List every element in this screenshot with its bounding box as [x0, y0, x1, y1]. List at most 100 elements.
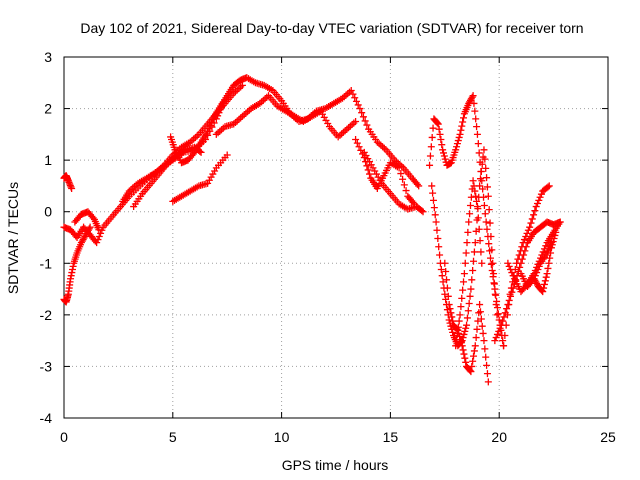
data-points	[60, 74, 564, 386]
data-point-6-122	[351, 94, 359, 102]
data-point-12-3	[430, 204, 438, 212]
data-point-14-29	[477, 248, 485, 256]
y-tick-label-4: 0	[44, 204, 52, 220]
data-point-19-23	[550, 235, 558, 243]
data-point-19-10	[539, 288, 547, 296]
data-point-12-46	[468, 276, 476, 284]
data-point-12-38	[461, 327, 469, 335]
data-point-14-28	[476, 237, 484, 245]
data-point-11-0	[426, 161, 434, 169]
data-point-12-63	[483, 174, 491, 182]
data-point-13-1	[442, 268, 450, 276]
axis-ticks	[63, 56, 609, 419]
data-point-12-54	[475, 193, 483, 201]
data-point-11-51	[470, 99, 478, 107]
data-point-13-37	[473, 325, 481, 333]
data-point-16-21	[527, 219, 535, 227]
data-point-6-19	[189, 150, 197, 158]
data-point-13-32	[469, 357, 477, 365]
data-point-19-11	[540, 284, 548, 292]
data-point-14-18	[467, 193, 475, 201]
x-tick-labels: 0 5 10 15 20 25	[60, 429, 616, 445]
data-point-0-13	[66, 181, 74, 189]
data-point-14-25	[473, 203, 481, 211]
data-point-19-16	[544, 264, 552, 272]
data-point-9-31	[397, 170, 405, 178]
data-point-9-33	[400, 181, 408, 189]
y-tick-label-2: -2	[40, 307, 53, 323]
data-point-11-72	[488, 267, 496, 275]
data-point-16-29	[537, 190, 545, 198]
data-point-12-73	[491, 290, 499, 298]
data-point-11-17	[440, 152, 448, 160]
data-point-8-80	[352, 117, 360, 125]
data-point-14-8	[459, 286, 467, 294]
data-point-14-15	[465, 218, 473, 226]
series-arc-9	[212, 92, 360, 141]
data-point-0-10	[64, 177, 72, 185]
data-point-11-37	[458, 122, 466, 130]
data-point-6-30	[204, 128, 212, 136]
data-point-13-43	[478, 322, 486, 330]
data-point-6-160	[415, 182, 423, 190]
data-point-11-16	[439, 149, 447, 157]
data-point-11-12	[436, 130, 444, 138]
data-point-14-21	[470, 182, 478, 190]
data-point-1-40	[86, 223, 94, 231]
data-point-5-40	[197, 148, 205, 156]
series-arc-4	[71, 208, 103, 234]
data-point-12-12	[438, 272, 446, 280]
data-point-14-14	[464, 228, 472, 236]
data-point-12-11	[437, 265, 445, 273]
data-point-13-0	[441, 259, 449, 267]
data-point-11-71	[487, 260, 495, 268]
data-point-15-3	[495, 327, 503, 335]
data-point-15-0	[491, 337, 499, 345]
data-point-12-45	[467, 285, 475, 293]
data-point-12-39	[462, 324, 470, 332]
data-point-12-64	[483, 183, 491, 191]
data-point-13-44	[479, 329, 487, 337]
data-point-14-27	[475, 225, 483, 233]
data-point-13-34	[470, 347, 478, 355]
data-point-11-52	[471, 107, 479, 115]
data-point-13-20	[458, 342, 466, 350]
data-point-6-128	[361, 117, 369, 125]
data-point-13-22	[460, 350, 468, 358]
data-point-6-159	[413, 180, 421, 188]
series-arc-3	[60, 99, 227, 247]
data-point-14-23	[472, 192, 480, 200]
data-point-13-50	[484, 378, 492, 386]
data-point-9-2	[355, 143, 363, 151]
data-point-15-4	[496, 324, 504, 332]
data-point-11-50	[469, 92, 477, 100]
x-tick-label-1: 5	[169, 429, 177, 445]
data-point-19-15	[543, 270, 551, 278]
data-point-12-60	[480, 146, 488, 154]
data-point-6-126	[358, 109, 366, 117]
data-point-3-14	[89, 214, 97, 222]
data-point-14-0	[452, 342, 460, 350]
data-point-13-47	[482, 353, 490, 361]
data-point-12-42	[464, 307, 472, 315]
data-point-11-55	[473, 130, 481, 138]
data-point-13-41	[476, 308, 484, 316]
data-point-16-20	[526, 223, 534, 231]
x-tick-label-5: 25	[600, 429, 616, 445]
data-point-4-70	[238, 81, 246, 89]
data-point-6-121	[349, 90, 357, 98]
data-point-16-0	[500, 342, 508, 350]
data-point-14-22	[471, 187, 479, 195]
data-point-12-49	[470, 248, 478, 256]
data-point-11-14	[438, 141, 446, 149]
data-point-16-6	[507, 284, 515, 292]
data-point-0-14	[67, 183, 75, 191]
data-point-14-26	[474, 214, 482, 222]
data-point-13-49	[483, 370, 491, 378]
data-point-12-0	[428, 182, 436, 190]
data-point-17-2	[507, 265, 515, 273]
grid-lines	[64, 57, 608, 418]
data-point-13-8	[448, 313, 456, 321]
data-point-11-11	[435, 125, 443, 133]
data-point-12-56	[476, 175, 484, 183]
